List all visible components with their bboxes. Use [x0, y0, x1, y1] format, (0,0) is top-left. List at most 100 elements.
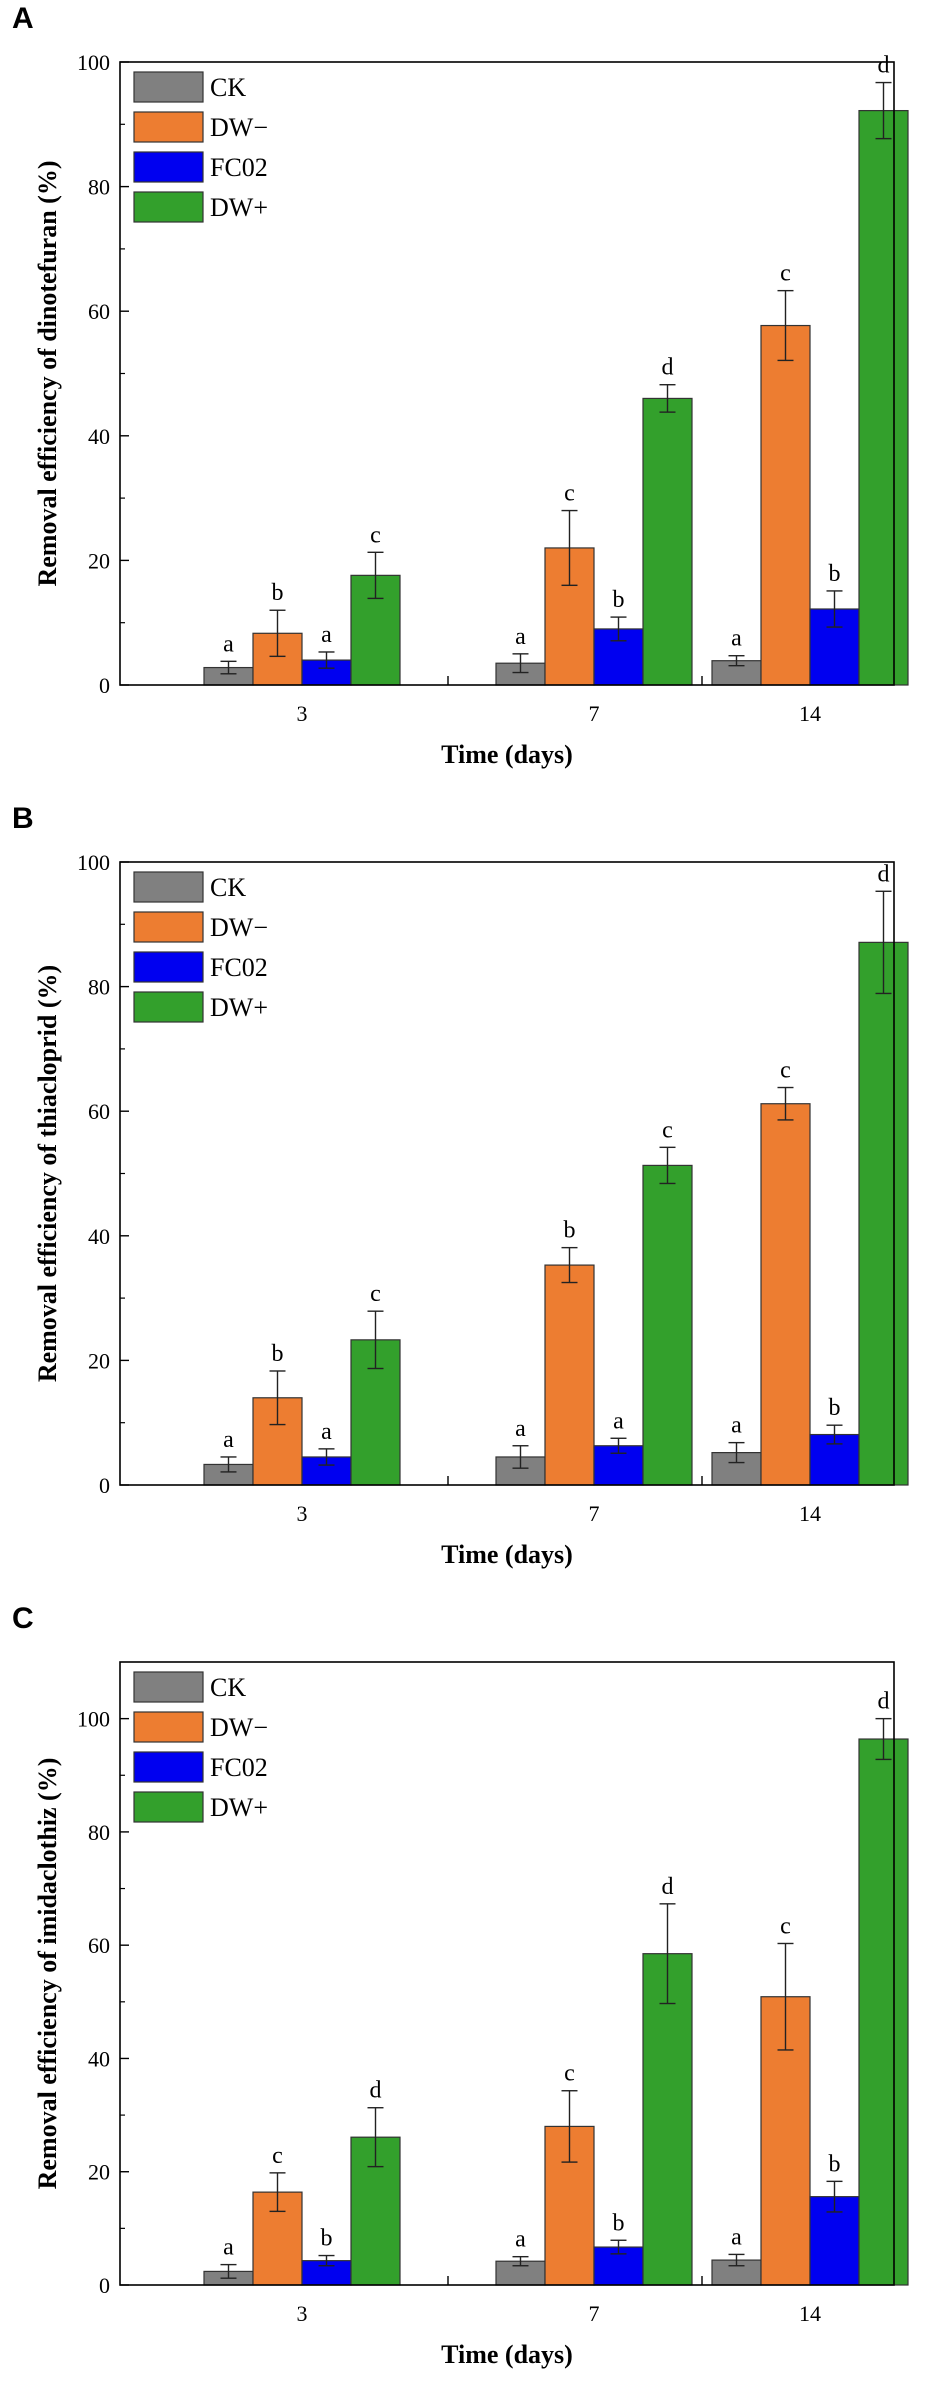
bar-DW-7	[642, 397, 693, 686]
panel-b: B a a a b b c a a b c c d 0 20 40 60 80 100 3 7 14 Time (days…	[0, 800, 929, 1590]
y-tick-label: 60	[88, 299, 110, 324]
x-tick-label: 3	[297, 1501, 308, 1526]
bar-DW-7	[544, 1264, 595, 1486]
significance-letter: b	[613, 587, 625, 613]
legend-swatch-FC02	[133, 1751, 204, 1783]
legend-label: DW+	[210, 1793, 268, 1822]
legend-swatch-DW	[133, 111, 204, 143]
significance-letter: c	[272, 2143, 283, 2169]
legend-swatch-DW	[133, 911, 204, 943]
significance-letter: a	[515, 1416, 526, 1442]
legend-swatch-CK	[133, 1671, 204, 1703]
bar-DW-14	[858, 1738, 909, 2286]
plot-frame	[119, 1661, 895, 2286]
panel-c: C a a a c c c b b b d d d 0 20 40 60 80 100 3 7 14 Time (days…	[0, 1600, 929, 2390]
legend-swatch-FC02	[133, 951, 204, 983]
significance-letter: a	[223, 1427, 234, 1453]
y-tick-label: 60	[88, 1099, 110, 1124]
y-axis-title: Removal efficiency of thiacloprid (%)	[33, 965, 62, 1382]
chart-imidaclothiz: a a a c c c b b b d d d 0 20 40 60 80 100 3 7 14 Time (days) R…	[33, 1661, 909, 2369]
y-tick-label: 20	[88, 2160, 110, 2185]
y-tick-label: 100	[77, 50, 110, 75]
y-tick-label: 80	[88, 175, 110, 200]
x-tick-label: 7	[589, 1501, 600, 1526]
chart-thiacloprid: a a a b b c a a b c c d 0 20 40 60 80 100 3 7 14 Time (days) R…	[33, 850, 909, 1569]
significance-letter: c	[370, 1281, 381, 1307]
significance-letter: b	[321, 2226, 333, 2252]
significance-letter: a	[321, 1419, 332, 1445]
significance-letter: a	[613, 1408, 624, 1434]
legend-label: DW−	[210, 113, 268, 142]
significance-letter: a	[223, 631, 234, 657]
significance-letter: a	[731, 2224, 742, 2250]
panel-label: B	[12, 802, 34, 835]
legend-label: DW−	[210, 1713, 268, 1742]
legend-label: CK	[210, 73, 246, 102]
significance-letter: b	[272, 1341, 284, 1367]
significance-letter: a	[731, 626, 742, 652]
significance-letter: a	[731, 1413, 742, 1439]
bar-DW-7	[544, 2125, 595, 2286]
y-tick-label: 0	[99, 2273, 110, 2298]
x-tick-label: 14	[799, 1501, 821, 1526]
x-tick-label: 14	[799, 701, 821, 726]
y-axis-title: Removal efficiency of imidaclothiz (%)	[33, 1758, 62, 2190]
bar-DW-7	[642, 1164, 693, 1486]
y-tick-label: 0	[99, 673, 110, 698]
panel-a: A a a a b c c a b b c d d 0 20 40 60 80 100 3 7 14 Time (days…	[0, 0, 929, 790]
legend-swatch-DW	[133, 191, 204, 223]
bar-DW-14	[858, 109, 909, 686]
significance-letter: b	[564, 1218, 576, 1244]
significance-letter: d	[370, 2078, 382, 2104]
legend-swatch-CK	[133, 871, 204, 903]
significance-letter: d	[662, 355, 674, 381]
significance-letter: c	[370, 522, 381, 548]
x-tick-label: 3	[297, 2301, 308, 2326]
significance-letter: d	[662, 1874, 674, 1900]
y-axis-title: Removal efficiency of dinotefuran (%)	[33, 160, 62, 586]
legend-label: CK	[210, 873, 246, 902]
legend-swatch-DW	[133, 1711, 204, 1743]
significance-letter: a	[223, 2235, 234, 2261]
y-tick-label: 60	[88, 1933, 110, 1958]
significance-letter: d	[878, 861, 890, 887]
legend-swatch-DW	[133, 1791, 204, 1823]
bar-DW-14	[760, 1103, 811, 1486]
significance-letter: c	[662, 1117, 673, 1143]
y-tick-label: 0	[99, 1473, 110, 1498]
legend-swatch-CK	[133, 71, 204, 103]
significance-letter: a	[515, 624, 526, 650]
significance-letter: b	[829, 1395, 841, 1421]
y-tick-label: 20	[88, 1348, 110, 1373]
x-axis-title: Time (days)	[441, 1540, 573, 1569]
legend-label: DW+	[210, 193, 268, 222]
legend-swatch-DW	[133, 991, 204, 1023]
x-tick-label: 3	[297, 701, 308, 726]
panel-label: C	[12, 1602, 34, 1635]
significance-letter: c	[780, 1913, 791, 1939]
significance-letter: d	[878, 53, 890, 79]
y-tick-label: 40	[88, 2046, 110, 2071]
y-tick-label: 100	[77, 1707, 110, 1732]
significance-letter: c	[780, 1058, 791, 1084]
y-tick-label: 100	[77, 850, 110, 875]
significance-letter: b	[829, 561, 841, 587]
bar-DW-14	[858, 941, 909, 1486]
significance-letter: b	[272, 580, 284, 606]
x-axis-title: Time (days)	[441, 2340, 573, 2369]
significance-letter: b	[829, 2151, 841, 2177]
x-tick-label: 7	[589, 2301, 600, 2326]
y-tick-label: 40	[88, 424, 110, 449]
legend-label: DW+	[210, 993, 268, 1022]
y-tick-label: 20	[88, 548, 110, 573]
x-axis-title: Time (days)	[441, 740, 573, 769]
legend-label: FC02	[210, 1753, 268, 1782]
significance-letter: b	[613, 2210, 625, 2236]
legend-label: FC02	[210, 153, 268, 182]
legend-label: CK	[210, 1673, 246, 1702]
y-tick-label: 40	[88, 1224, 110, 1249]
significance-letter: d	[878, 1689, 890, 1715]
x-tick-label: 7	[589, 701, 600, 726]
y-tick-label: 80	[88, 975, 110, 1000]
legend-swatch-FC02	[133, 151, 204, 183]
